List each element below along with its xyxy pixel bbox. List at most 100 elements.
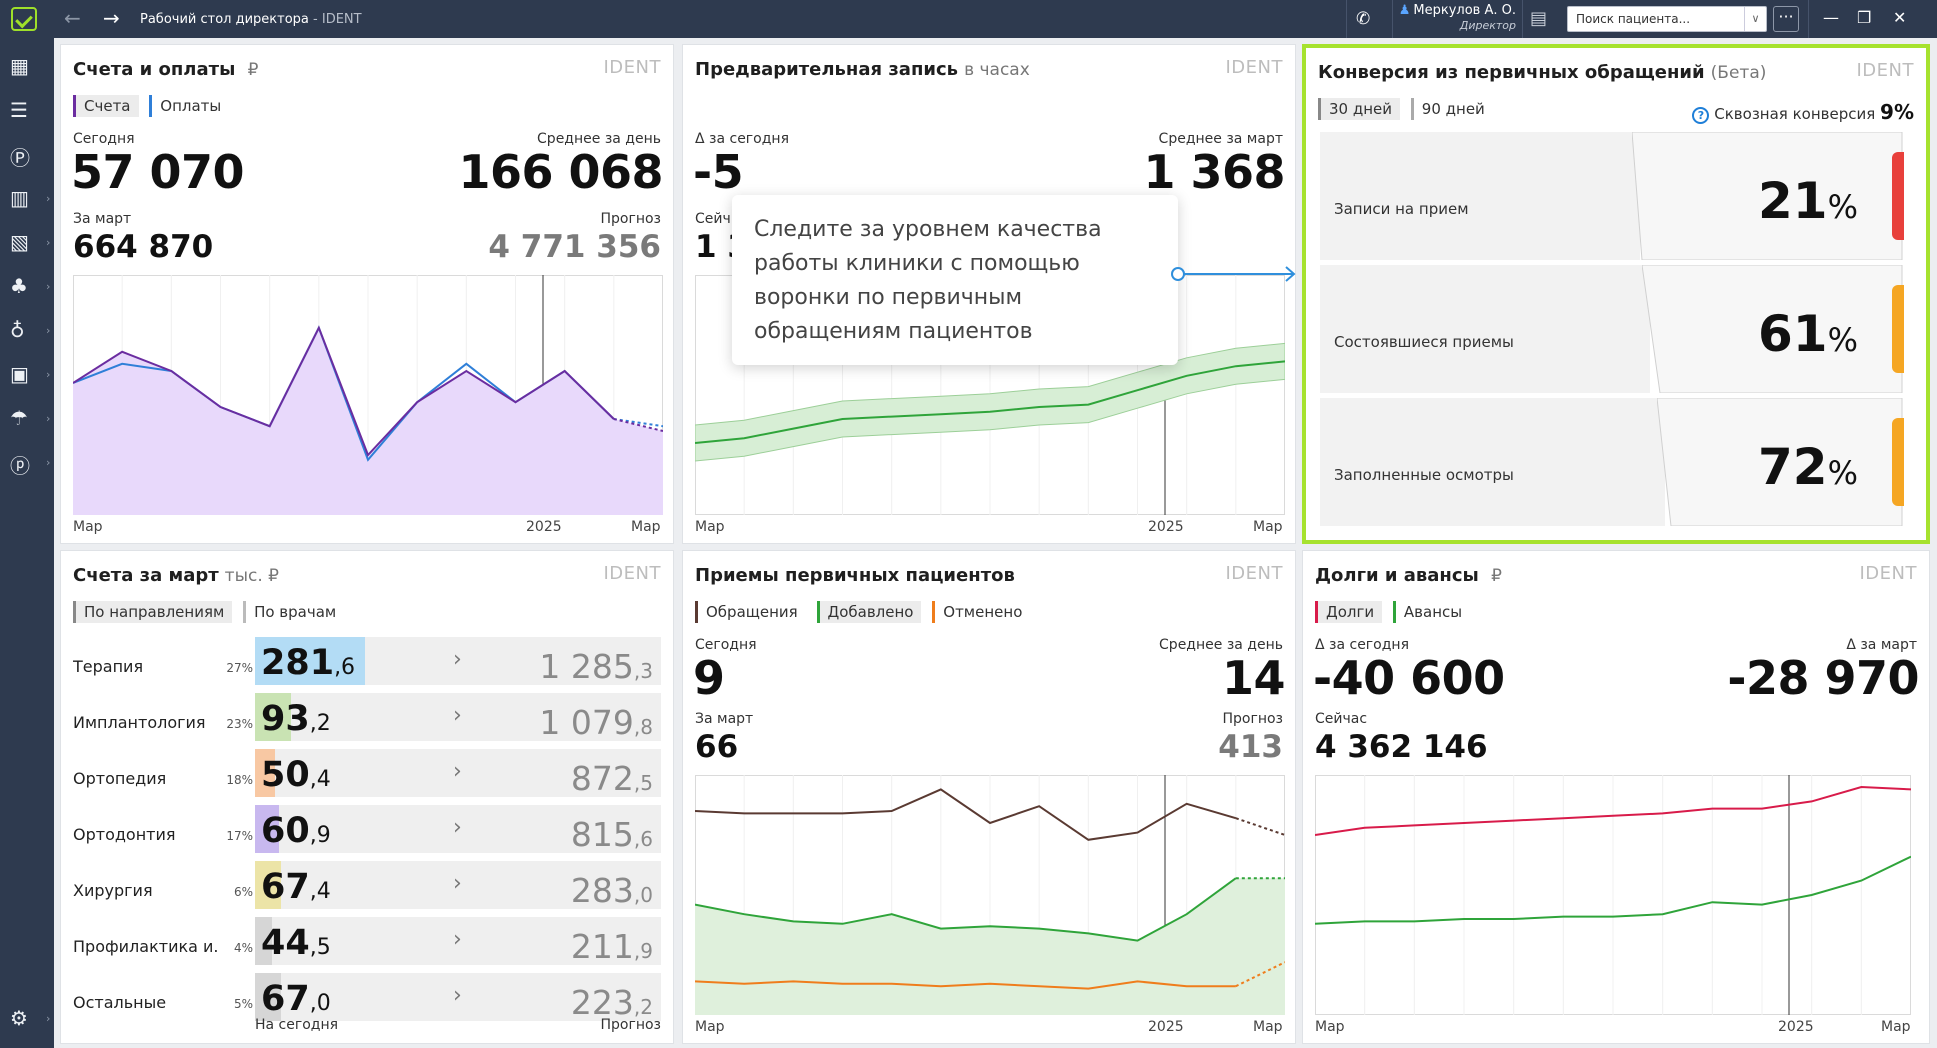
minimize-button[interactable]: — [1823,8,1839,27]
direction-name: Ортодонтия [73,825,176,844]
value-bar [255,637,365,685]
umbrella-icon[interactable]: ☂ › [10,406,51,430]
series-line-requests [695,788,1237,841]
direction-row[interactable]: Ортодонтия 17% 60,9 › 815,6 [73,803,661,854]
tab-30-days[interactable]: 30 дней [1318,98,1401,120]
brand-label: IDENT [1225,57,1283,78]
brand-label: IDENT [603,563,661,584]
chevron-right-icon[interactable]: › [453,815,462,840]
series-line-bills-forecast [613,418,663,432]
patients-icon[interactable]: ♣ › [10,274,51,298]
direction-share: 18% [226,773,253,787]
schedule-icon[interactable]: ▦ [10,54,29,78]
forecast-value: 211,9 [570,927,653,966]
forward-arrow-icon[interactable]: → [103,6,120,30]
tab-90-days[interactable]: 90 дней [1410,98,1493,120]
prebooking-band [695,342,1285,462]
conversion-panel: Конверсия из первичных обращений (Бета) I… [1302,44,1930,544]
restore-button[interactable]: ❐ [1857,8,1872,27]
direction-share: 4% [233,941,253,955]
calendar-back-icon[interactable]: ▤ [1530,8,1548,29]
panel-title: Конверсия из первичных обращений (Бета) [1318,62,1767,83]
today-value: 281,6 [261,643,356,683]
direction-row[interactable]: Имплантология 23% 93,2 › 1 079,8 [73,691,661,742]
brand-label: IDENT [1225,563,1283,584]
axis-label: Мар [695,519,725,535]
panel-title: Счета за март тыс. ₽ [73,565,279,586]
tab-payments[interactable]: Оплаты [149,95,229,117]
primary-patients-panel: Приемы первичных пациентов IDENT Обращен… [682,550,1296,1044]
finance-icon[interactable]: ⓟ › [10,454,51,478]
reports-icon[interactable]: ▧ › [10,230,51,254]
axis-label: Мар [1253,1019,1283,1035]
app-logo-icon[interactable] [11,7,37,31]
chevron-down-icon[interactable]: ∨ [1744,7,1766,31]
avg-label: Среднее за март [1158,131,1283,147]
avg-value: 166 068 [458,145,663,199]
title-bar: ← → Рабочий стол директора - IDENT ✆ ♟ Ме… [0,0,1937,38]
conversion-row[interactable]: Состоявшиеся приемы 61% [1320,265,1904,393]
primary-chart [695,775,1285,1015]
chevron-right-icon[interactable]: › [453,927,462,952]
today-value: 50,4 [261,755,331,795]
month-value: -28 970 [1727,651,1919,705]
patient-search-input[interactable]: Поиск пациента... ∨ [1567,6,1767,32]
direction-row[interactable]: Хирургия 6% 67,4 › 283,0 [73,859,661,910]
forecast-value: 4 771 356 [488,229,661,265]
tab-by-direction[interactable]: По направлениям [73,601,233,623]
delta-value: -5 [693,145,744,199]
direction-share: 6% [233,885,253,899]
tab-cancelled[interactable]: Отменено [932,601,1030,623]
tab-advances[interactable]: Авансы [1392,601,1470,623]
forecast-value: 1 285,3 [539,647,653,686]
conversion-row[interactable]: Записи на прием 21% [1320,132,1904,260]
month-label: За март [73,211,132,227]
direction-name: Ортопедия [73,769,167,788]
brand-label: IDENT [1859,563,1917,584]
help-icon[interactable]: ? [1692,107,1710,124]
tab-added[interactable]: Добавлено [816,601,922,623]
calendar-icon[interactable]: ▥ › [10,186,51,210]
avg-label: Среднее за день [1159,637,1283,653]
staff-icon[interactable]: ▣ › [10,362,51,386]
month-label: Δ за март [1846,637,1917,653]
delta-label: Δ за сегодня [1315,637,1409,653]
tooth-icon[interactable]: ♁ › [10,318,51,342]
payments-icon[interactable]: Ⓟ [10,146,30,170]
close-button[interactable]: ✕ [1893,8,1907,27]
documents-icon[interactable]: ☰ [10,98,28,122]
brand-label: IDENT [603,57,661,78]
direction-row[interactable]: Остальные 5% 67,0 › 223,2 [73,971,661,1022]
chevron-right-icon[interactable]: › [453,647,462,672]
value-bar [255,973,281,1021]
phone-icon[interactable]: ✆ [1356,9,1371,29]
user-icon: ♟ [1398,3,1411,18]
chevron-right-icon[interactable]: › [453,703,462,728]
window-title: Рабочий стол директора - IDENT [140,12,362,27]
axis-label: 2025 [1148,519,1184,535]
value-bar [255,917,272,965]
month-label: За март [695,711,754,727]
chevron-right-icon[interactable]: › [453,983,462,1008]
panel-title: Приемы первичных пациентов [695,565,1015,586]
more-button[interactable]: ··· [1773,6,1799,32]
today-value: 67,0 [261,979,331,1019]
tab-debts[interactable]: Долги [1315,601,1383,623]
chevron-right-icon[interactable]: › [453,759,462,784]
axis-label: Мар [1253,519,1283,535]
settings-icon[interactable]: ⚙ › [10,1006,51,1030]
forecast-value: 872,5 [570,759,653,798]
panel-title: Счета и оплаты ₽ [73,59,259,80]
direction-row[interactable]: Ортопедия 18% 50,4 › 872,5 [73,747,661,798]
tab-requests[interactable]: Обращения [695,601,806,623]
tab-by-doctor[interactable]: По врачам [243,601,344,623]
tab-bills[interactable]: Счета [73,95,139,117]
user-menu[interactable]: ♟ Меркулов А. О. Директор [1398,3,1516,32]
conversion-row[interactable]: Заполненные осмотры 72% [1320,398,1904,526]
chevron-right-icon[interactable]: › [453,871,462,896]
bills-area [73,327,663,515]
direction-row[interactable]: Терапия 27% 281,6 › 1 285,3 [73,635,661,686]
back-arrow-icon[interactable]: ← [64,6,81,30]
axis-label: Мар [1881,1019,1911,1035]
direction-row[interactable]: Профилактика и... 4% 44,5 › 211,9 [73,915,661,966]
